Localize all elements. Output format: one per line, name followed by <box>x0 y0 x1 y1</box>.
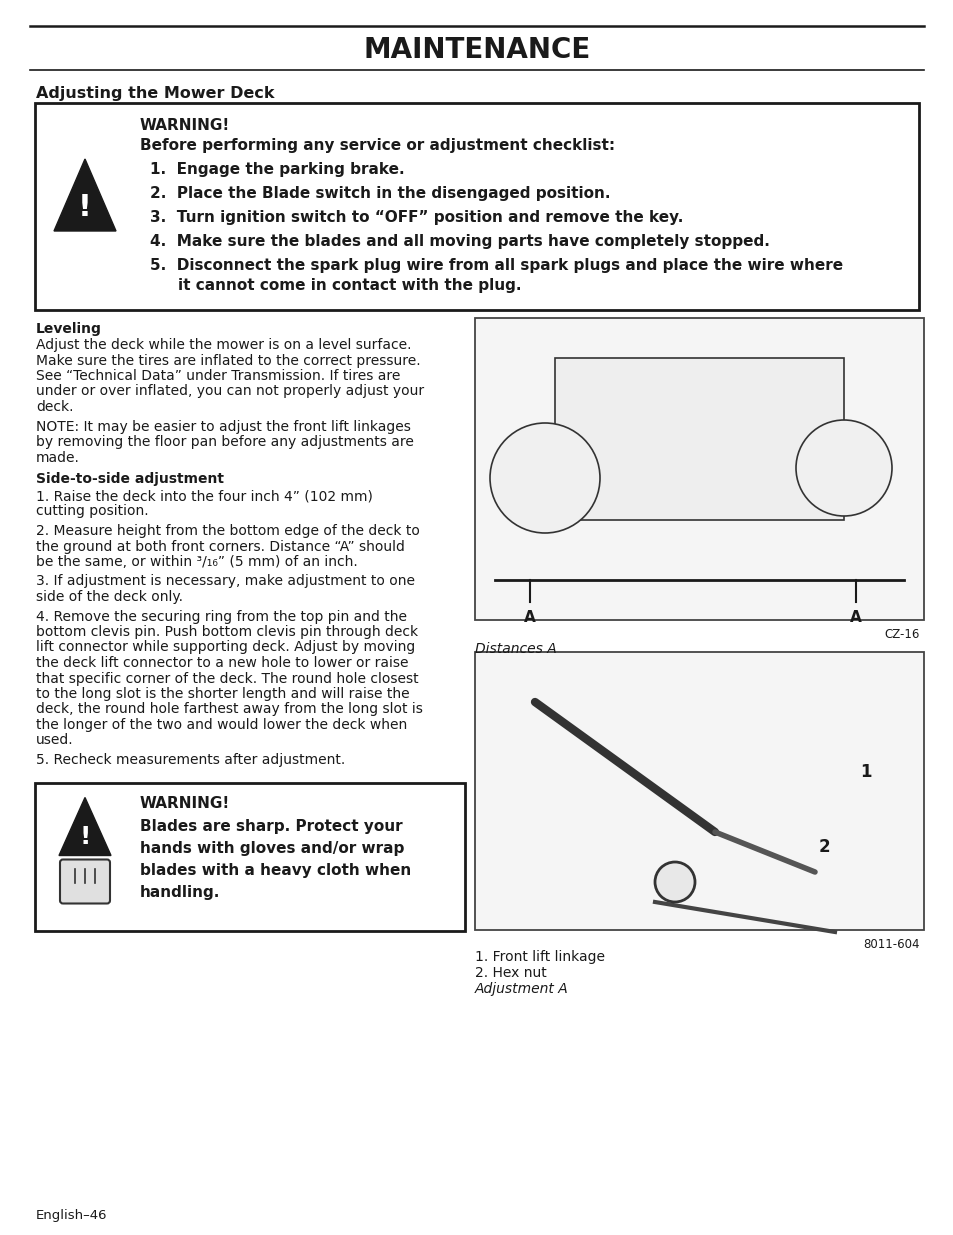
Text: 4.  Make sure the blades and all moving parts have completely stopped.: 4. Make sure the blades and all moving p… <box>150 233 769 249</box>
Text: WARNING!: WARNING! <box>140 119 230 133</box>
Text: bottom clevis pin. Push bottom clevis pin through deck: bottom clevis pin. Push bottom clevis pi… <box>36 625 417 638</box>
Text: 2: 2 <box>818 839 829 856</box>
Text: that specific corner of the deck. The round hole closest: that specific corner of the deck. The ro… <box>36 672 418 685</box>
Text: 1.  Engage the parking brake.: 1. Engage the parking brake. <box>150 162 404 177</box>
Text: NOTE: It may be easier to adjust the front lift linkages: NOTE: It may be easier to adjust the fro… <box>36 420 411 433</box>
Text: 2.  Place the Blade switch in the disengaged position.: 2. Place the Blade switch in the disenga… <box>150 186 610 201</box>
Text: Before performing any service or adjustment checklist:: Before performing any service or adjustm… <box>140 138 615 153</box>
Text: handling.: handling. <box>140 884 220 899</box>
Text: by removing the floor pan before any adjustments are: by removing the floor pan before any adj… <box>36 435 414 450</box>
Text: the longer of the two and would lower the deck when: the longer of the two and would lower th… <box>36 718 407 732</box>
Text: Side-to-side adjustment: Side-to-side adjustment <box>36 472 224 487</box>
Polygon shape <box>59 798 111 856</box>
FancyBboxPatch shape <box>475 652 923 930</box>
Text: 5. Recheck measurements after adjustment.: 5. Recheck measurements after adjustment… <box>36 753 345 767</box>
Text: MAINTENANCE: MAINTENANCE <box>363 36 590 64</box>
Text: WARNING!: WARNING! <box>140 797 230 811</box>
Text: the ground at both front corners. Distance “A” should: the ground at both front corners. Distan… <box>36 540 404 553</box>
Text: side of the deck only.: side of the deck only. <box>36 590 183 604</box>
Text: Leveling: Leveling <box>36 322 102 336</box>
Text: 8011-604: 8011-604 <box>862 939 919 951</box>
Text: to the long slot is the shorter length and will raise the: to the long slot is the shorter length a… <box>36 687 409 701</box>
Text: deck.: deck. <box>36 400 73 414</box>
Circle shape <box>655 862 695 902</box>
Text: 3. If adjustment is necessary, make adjustment to one: 3. If adjustment is necessary, make adju… <box>36 574 415 589</box>
Circle shape <box>795 420 891 516</box>
FancyBboxPatch shape <box>475 317 923 620</box>
FancyBboxPatch shape <box>60 860 110 904</box>
Text: the deck lift connector to a new hole to lower or raise: the deck lift connector to a new hole to… <box>36 656 408 671</box>
Text: blades with a heavy cloth when: blades with a heavy cloth when <box>140 862 411 878</box>
Text: !: ! <box>78 193 91 221</box>
FancyBboxPatch shape <box>35 103 918 310</box>
Text: 1. Raise the deck into the four inch 4” (102 mm): 1. Raise the deck into the four inch 4” … <box>36 489 373 503</box>
Text: 3.  Turn ignition switch to “OFF” position and remove the key.: 3. Turn ignition switch to “OFF” positio… <box>150 210 682 225</box>
Text: Adjust the deck while the mower is on a level surface.: Adjust the deck while the mower is on a … <box>36 338 411 352</box>
Text: lift connector while supporting deck. Adjust by moving: lift connector while supporting deck. Ad… <box>36 641 415 655</box>
Text: Adjusting the Mower Deck: Adjusting the Mower Deck <box>36 86 274 101</box>
Text: cutting position.: cutting position. <box>36 505 149 519</box>
Text: Blades are sharp. Protect your: Blades are sharp. Protect your <box>140 819 402 834</box>
Text: Make sure the tires are inflated to the correct pressure.: Make sure the tires are inflated to the … <box>36 353 420 368</box>
Text: hands with gloves and/or wrap: hands with gloves and/or wrap <box>140 841 404 856</box>
Text: Adjustment A: Adjustment A <box>475 982 568 995</box>
FancyBboxPatch shape <box>35 783 464 930</box>
Text: 2. Measure height from the bottom edge of the deck to: 2. Measure height from the bottom edge o… <box>36 524 419 538</box>
Text: under or over inflated, you can not properly adjust your: under or over inflated, you can not prop… <box>36 384 424 399</box>
Circle shape <box>490 424 599 534</box>
Bar <box>555 358 843 520</box>
Text: Distances A: Distances A <box>475 642 557 656</box>
Text: English–46: English–46 <box>36 1209 108 1221</box>
Text: 4. Remove the securing ring from the top pin and the: 4. Remove the securing ring from the top… <box>36 610 407 624</box>
Text: A: A <box>523 610 536 625</box>
Text: A: A <box>849 610 861 625</box>
Text: See “Technical Data” under Transmission. If tires are: See “Technical Data” under Transmission.… <box>36 369 400 383</box>
Text: 1. Front lift linkage: 1. Front lift linkage <box>475 950 604 965</box>
Polygon shape <box>54 159 116 231</box>
Text: !: ! <box>79 825 91 848</box>
Text: 5.  Disconnect the spark plug wire from all spark plugs and place the wire where: 5. Disconnect the spark plug wire from a… <box>150 258 842 273</box>
Text: deck, the round hole farthest away from the long slot is: deck, the round hole farthest away from … <box>36 703 422 716</box>
Text: used.: used. <box>36 734 73 747</box>
Text: be the same, or within ³/₁₆” (5 mm) of an inch.: be the same, or within ³/₁₆” (5 mm) of a… <box>36 555 357 569</box>
Text: 2. Hex nut: 2. Hex nut <box>475 966 546 981</box>
Text: CZ-16: CZ-16 <box>883 629 919 641</box>
Text: made.: made. <box>36 451 80 464</box>
Text: it cannot come in contact with the plug.: it cannot come in contact with the plug. <box>178 278 521 293</box>
Text: 1: 1 <box>860 763 871 781</box>
